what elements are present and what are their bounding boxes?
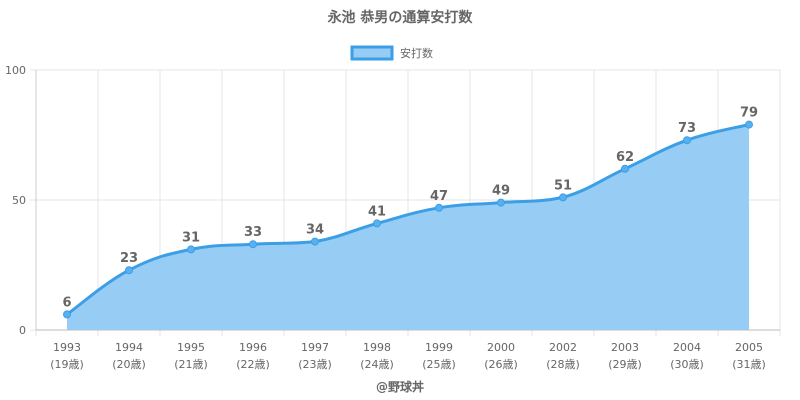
data-labels: 6 23 31 33 34 41 47 49 51 62 73 79 bbox=[62, 106, 758, 311]
y-axis: 0 50 100 bbox=[5, 64, 26, 337]
x-tick-age-label: (23歳) bbox=[298, 358, 332, 371]
data-point bbox=[497, 198, 505, 207]
x-tick-age-label: (26歳) bbox=[484, 358, 518, 371]
chart-title: 永池 恭男の通算安打数 bbox=[327, 9, 474, 26]
x-axis: 1993 (19歳) 1994 (20歳) 1995 (21歳) 1996 (22歳) 1997… bbox=[50, 341, 766, 371]
legend[interactable]: 安打数 bbox=[350, 45, 433, 61]
x-tick-label: 1994 bbox=[115, 341, 143, 354]
data-point bbox=[621, 164, 629, 173]
x-tick-label: 2005 bbox=[735, 341, 763, 354]
data-label: 34 bbox=[306, 223, 324, 238]
series-hits bbox=[63, 120, 753, 330]
data-label: 62 bbox=[616, 150, 634, 165]
data-point bbox=[125, 266, 133, 275]
data-label: 31 bbox=[182, 230, 200, 245]
data-point bbox=[745, 120, 753, 129]
legend-label: 安打数 bbox=[400, 46, 433, 60]
x-tick-age-label: (24歳) bbox=[360, 358, 394, 371]
x-tick-label: 1993 bbox=[53, 341, 81, 354]
x-tick-age-label: (30歳) bbox=[670, 358, 704, 371]
data-point bbox=[63, 310, 71, 319]
data-point bbox=[435, 203, 443, 212]
data-point bbox=[187, 245, 195, 254]
x-tick-age-label: (28歳) bbox=[546, 358, 580, 371]
data-label: 41 bbox=[368, 204, 386, 219]
x-tick-label: 2000 bbox=[487, 341, 515, 354]
x-tick-label: 1998 bbox=[363, 341, 391, 354]
y-tick-label: 50 bbox=[12, 194, 26, 207]
data-point bbox=[311, 237, 319, 246]
data-label: 73 bbox=[678, 121, 696, 136]
x-tick-age-label: (19歳) bbox=[50, 358, 84, 371]
x-tick-age-label: (21歳) bbox=[174, 358, 208, 371]
data-label: 33 bbox=[244, 225, 262, 240]
data-label: 51 bbox=[554, 178, 572, 193]
x-tick-label: 2002 bbox=[549, 341, 577, 354]
x-tick-label: 2003 bbox=[611, 341, 639, 354]
series-line bbox=[66, 123, 750, 316]
data-label: 6 bbox=[62, 295, 71, 310]
data-point bbox=[249, 240, 257, 249]
data-point bbox=[559, 193, 567, 202]
x-tick-label: 2004 bbox=[673, 341, 701, 354]
x-axis-title: @野球丼 bbox=[376, 379, 424, 394]
legend-swatch bbox=[350, 45, 394, 61]
data-label: 49 bbox=[492, 184, 510, 199]
x-tick-age-label: (22歳) bbox=[236, 358, 270, 371]
data-label: 79 bbox=[740, 106, 758, 121]
x-tick-label: 1999 bbox=[425, 341, 453, 354]
x-tick-age-label: (20歳) bbox=[112, 358, 146, 371]
x-tick-label: 1997 bbox=[301, 341, 329, 354]
data-point bbox=[683, 136, 691, 145]
x-tick-age-label: (29歳) bbox=[608, 358, 642, 371]
y-tick-label: 0 bbox=[19, 324, 26, 337]
x-tick-label: 1996 bbox=[239, 341, 267, 354]
y-tick-label: 100 bbox=[5, 64, 26, 77]
series-area bbox=[67, 124, 749, 330]
x-tick-age-label: (25歳) bbox=[422, 358, 456, 371]
x-tick-label: 1995 bbox=[177, 341, 205, 354]
data-label: 23 bbox=[120, 251, 138, 266]
x-tick-age-label: (31歳) bbox=[732, 358, 766, 371]
data-point bbox=[373, 219, 381, 228]
data-label: 47 bbox=[430, 189, 448, 204]
